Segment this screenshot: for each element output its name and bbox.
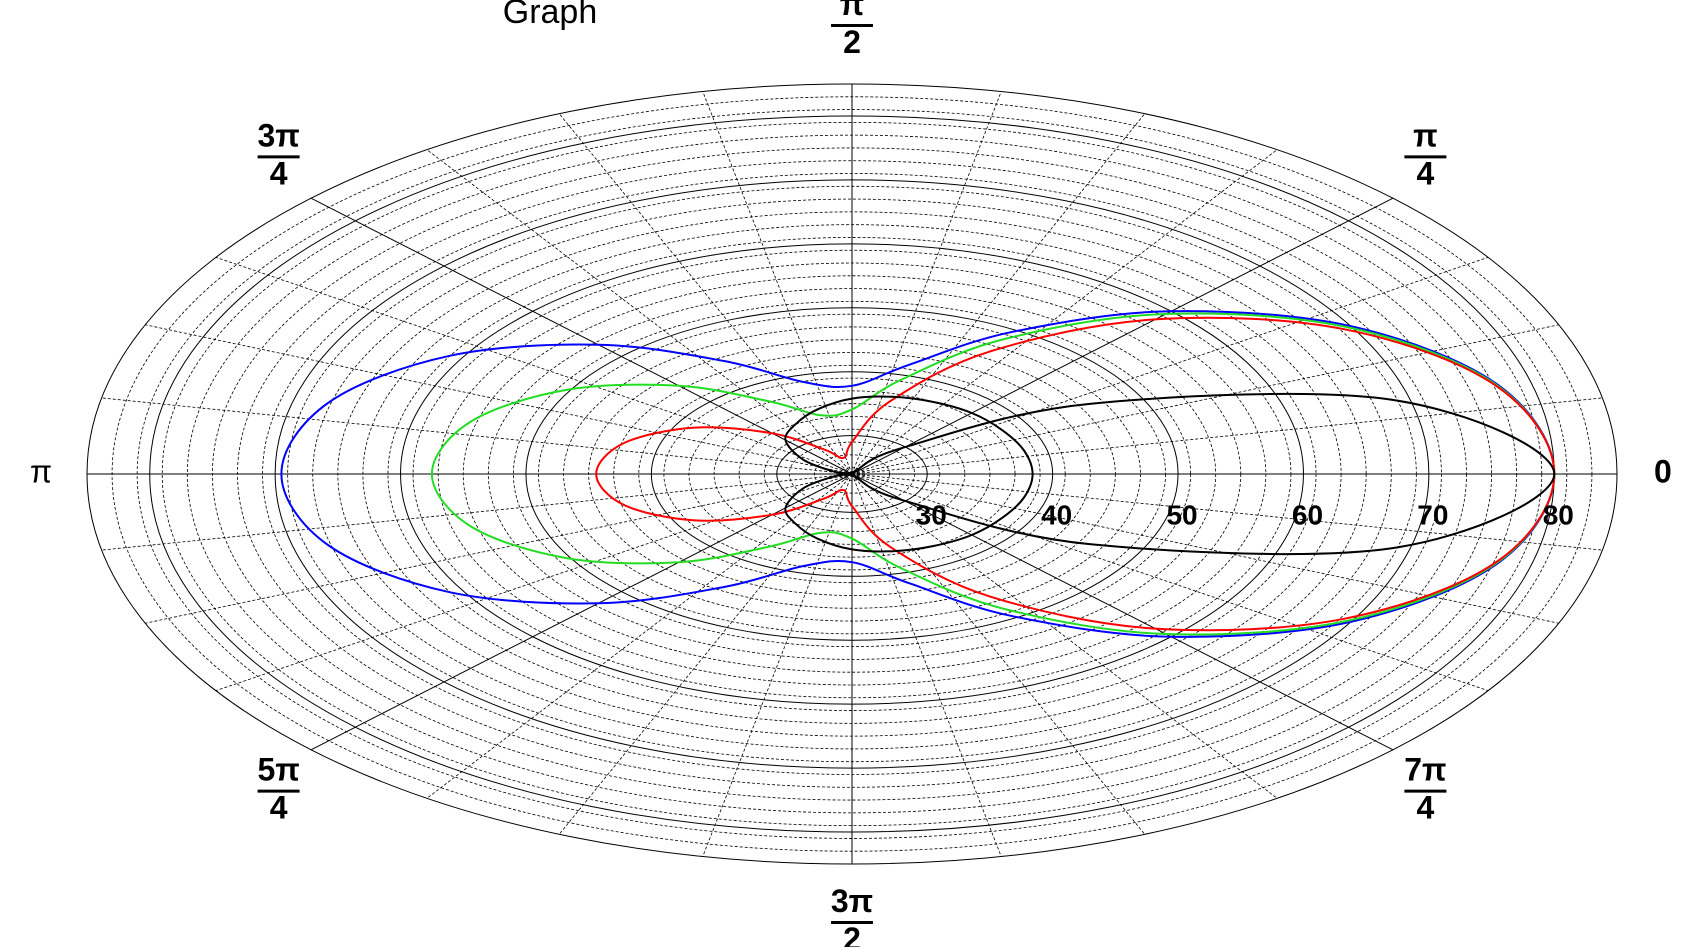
minor-grid-radial <box>426 149 853 475</box>
minor-grid-radial <box>702 473 853 857</box>
minor-grid-radial <box>145 473 853 624</box>
series-line <box>595 316 1556 632</box>
theta-tick-numerator: 3π <box>257 117 299 153</box>
r-tick-label: 60 <box>1292 499 1323 530</box>
minor-grid-radial <box>702 91 853 475</box>
minor-grid-radial <box>851 324 1559 475</box>
series-line <box>280 310 1556 638</box>
minor-grid-radial <box>426 473 853 799</box>
r-tick-label: 50 <box>1166 499 1197 530</box>
r-tick-label: 30 <box>916 499 947 530</box>
theta-tick-denominator: 4 <box>270 790 288 826</box>
theta-tick-denominator: 4 <box>270 155 288 191</box>
r-tick-label: 70 <box>1417 499 1448 530</box>
minor-grid-radial <box>851 473 1146 835</box>
theta-tick-numerator: 7π <box>1404 752 1446 788</box>
theta-tick-denominator: 4 <box>1416 155 1434 191</box>
minor-grid-radial <box>851 473 1603 551</box>
minor-grid-radial <box>215 256 853 475</box>
r-tick-label: 40 <box>1041 499 1072 530</box>
theta-tick-numerator: π <box>840 0 865 22</box>
minor-grid-radial <box>101 473 853 551</box>
theta-tick-denominator: 2 <box>843 921 861 947</box>
minor-grid-radial <box>145 324 853 475</box>
minor-grid-radial <box>851 473 1278 799</box>
minor-grid-radial <box>851 473 1559 624</box>
theta-tick-denominator: 2 <box>843 24 861 60</box>
grid-radial <box>310 473 853 751</box>
minor-grid-radial <box>558 113 853 475</box>
minor-grid-radial <box>851 473 1489 692</box>
minor-grid-radial <box>851 91 1002 475</box>
minor-grid-radial <box>101 397 853 475</box>
minor-grid-radial <box>851 256 1489 475</box>
series-line <box>430 312 1556 636</box>
grid-radial <box>851 197 1394 475</box>
r-tick-label: 80 <box>1543 499 1574 530</box>
minor-grid-radial <box>215 473 853 692</box>
theta-tick-numerator: π <box>1413 117 1438 153</box>
theta-tick-numerator: 5π <box>257 752 299 788</box>
grid-radial <box>851 473 1394 751</box>
chart-title: Graph <box>503 0 598 31</box>
minor-grid-radial <box>851 149 1278 475</box>
grid-radial <box>310 197 853 475</box>
minor-grid-radial <box>558 473 853 835</box>
theta-tick-label: 0 <box>1654 453 1672 489</box>
outer-circle <box>86 83 1618 865</box>
theta-tick-denominator: 4 <box>1416 790 1434 826</box>
minor-grid-radial <box>851 397 1603 475</box>
series-line <box>784 395 1034 553</box>
theta-tick-label: π <box>30 453 52 489</box>
minor-grid-radial <box>851 113 1146 475</box>
minor-grid-radial <box>851 473 1002 857</box>
theta-tick-numerator: 3π <box>831 883 873 919</box>
